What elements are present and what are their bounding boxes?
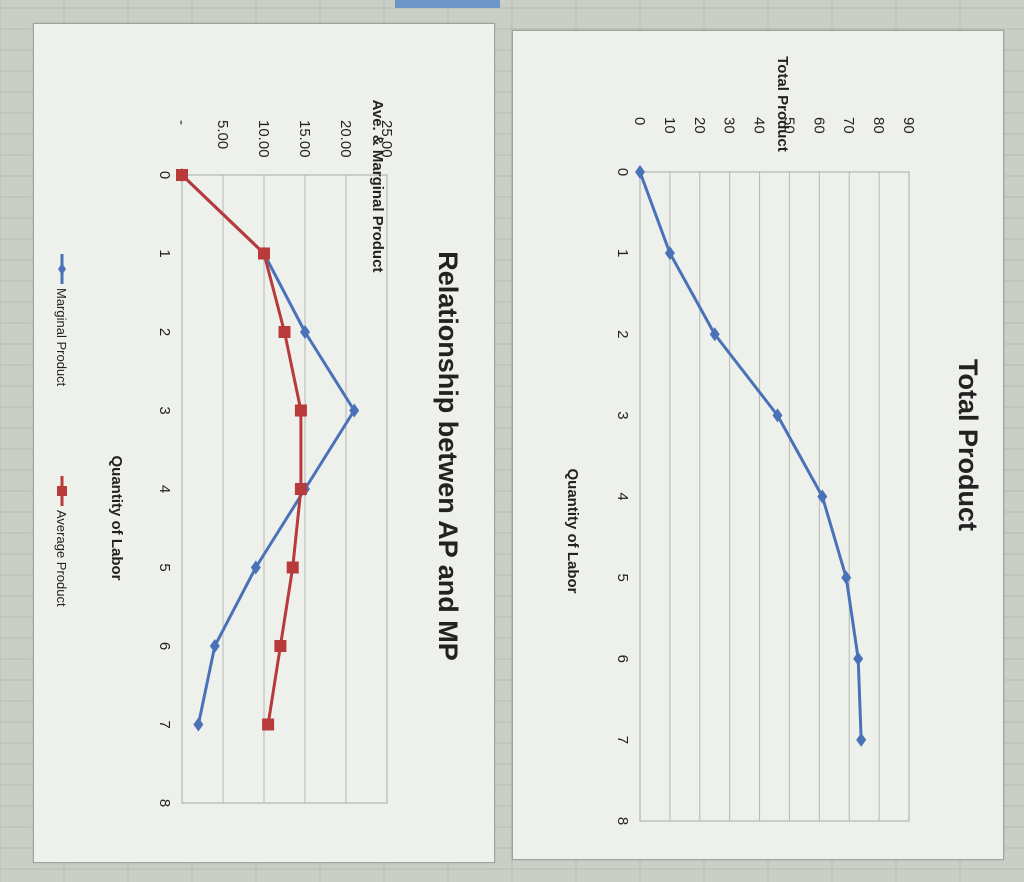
y-tick-label: 20.00 bbox=[337, 120, 354, 158]
y-tick-labels: - 5.00 10.00 15.00 20.00 25.00 bbox=[173, 120, 395, 158]
data-point bbox=[278, 326, 291, 338]
data-point bbox=[294, 404, 307, 417]
data-point bbox=[300, 325, 310, 339]
y-tick-label: 50 bbox=[780, 117, 797, 134]
x-tick-label: 2 bbox=[614, 330, 631, 338]
x-tick-label: 0 bbox=[614, 168, 631, 176]
x-tick-label: 3 bbox=[614, 411, 631, 419]
data-point bbox=[286, 561, 299, 574]
data-point bbox=[853, 651, 864, 666]
x-tick-label: 8 bbox=[614, 817, 631, 825]
chart-title: Relationship betwen AP and MP bbox=[433, 251, 463, 661]
data-point bbox=[193, 717, 204, 732]
y-tick-label: 90 bbox=[900, 117, 917, 134]
x-tick-label: 5 bbox=[156, 563, 173, 571]
total-product-chart[interactable]: 0 10 20 30 40 50 60 70 80 90 0 1 2 3 4 5 6 7 8 Total Prod… bbox=[512, 30, 1004, 860]
series-group bbox=[635, 165, 867, 747]
y-tick-label: 5.00 bbox=[214, 120, 231, 149]
legend: Marginal Product Average Product bbox=[54, 254, 69, 607]
x-axis-title: Quantity of Labor bbox=[564, 469, 581, 594]
x-tick-label: 3 bbox=[156, 406, 173, 414]
x-tick-label: 7 bbox=[614, 736, 631, 744]
data-point bbox=[709, 327, 720, 342]
series-group bbox=[176, 168, 360, 732]
data-point bbox=[664, 246, 675, 261]
y-tick-label: 60 bbox=[810, 117, 827, 134]
gridlines bbox=[181, 174, 388, 804]
y-tick-label: 20 bbox=[691, 117, 708, 134]
ap-mp-plot: - 5.00 10.00 15.00 20.00 25.00 0 1 2 3 4 5 6 7 8 Rela… bbox=[54, 100, 463, 808]
series-line bbox=[180, 173, 303, 725]
y-tick-label: 15.00 bbox=[296, 120, 313, 158]
ap-mp-chart[interactable]: - 5.00 10.00 15.00 20.00 25.00 0 1 2 3 4 5 6 7 8 Rela… bbox=[33, 23, 495, 863]
x-tick-label: 6 bbox=[156, 642, 173, 650]
data-point bbox=[772, 408, 783, 423]
data-point bbox=[841, 570, 852, 585]
y-tick-label: 70 bbox=[840, 117, 857, 134]
data-point bbox=[176, 169, 188, 181]
x-tick-label: 1 bbox=[156, 249, 173, 257]
data-point bbox=[274, 640, 287, 652]
x-tick-label: 8 bbox=[156, 799, 173, 807]
total-product-plot: 0 10 20 30 40 50 60 70 80 90 0 1 2 3 4 5 6 7 8 Total Prod… bbox=[564, 56, 983, 825]
y-tick-labels: 0 10 20 30 40 50 60 70 80 90 bbox=[631, 117, 917, 134]
data-point bbox=[262, 718, 275, 731]
x-axis-title: Quantity of Labor bbox=[108, 456, 125, 581]
data-point bbox=[817, 489, 828, 504]
y-axis-title: Total Product bbox=[774, 56, 791, 152]
series-line bbox=[180, 173, 356, 725]
data-point bbox=[635, 165, 645, 179]
x-tick-label: 6 bbox=[614, 655, 631, 663]
data-point bbox=[294, 483, 307, 495]
x-tick-label: 0 bbox=[156, 171, 173, 179]
data-point bbox=[258, 247, 270, 260]
x-tick-label: 5 bbox=[614, 573, 631, 581]
y-tick-label: - bbox=[173, 120, 190, 125]
y-tick-label: 10.00 bbox=[255, 120, 272, 158]
legend-swatch-marker bbox=[57, 486, 67, 496]
x-tick-label: 2 bbox=[156, 328, 173, 336]
y-tick-label: 80 bbox=[870, 117, 887, 134]
legend-swatch-marker bbox=[58, 263, 66, 275]
plot-area-border bbox=[639, 171, 910, 822]
legend-label: Average Product bbox=[54, 510, 69, 607]
y-tick-label: 30 bbox=[721, 117, 738, 134]
data-point bbox=[349, 403, 360, 418]
data-point bbox=[856, 732, 867, 747]
legend-label: Marginal Product bbox=[54, 288, 69, 387]
x-tick-labels: 0 1 2 3 4 5 6 7 8 bbox=[614, 168, 631, 825]
data-point bbox=[209, 639, 220, 653]
series-line bbox=[638, 171, 863, 740]
y-tick-label: 40 bbox=[751, 117, 768, 134]
chart-title: Total Product bbox=[953, 359, 983, 531]
y-tick-label: 10 bbox=[661, 117, 678, 134]
y-axis-title: Ave. & Marginal Product bbox=[369, 100, 386, 273]
gridlines bbox=[639, 171, 910, 822]
x-tick-label: 1 bbox=[614, 249, 631, 257]
x-tick-label: 4 bbox=[614, 492, 631, 500]
x-tick-label: 4 bbox=[156, 485, 173, 493]
x-tick-labels: 0 1 2 3 4 5 6 7 8 bbox=[156, 171, 173, 807]
y-tick-label: 0 bbox=[631, 117, 648, 125]
x-tick-label: 7 bbox=[156, 720, 173, 728]
data-point bbox=[250, 560, 261, 575]
plot-area-border bbox=[181, 174, 388, 804]
y-tick-label: 25.00 bbox=[378, 120, 395, 158]
